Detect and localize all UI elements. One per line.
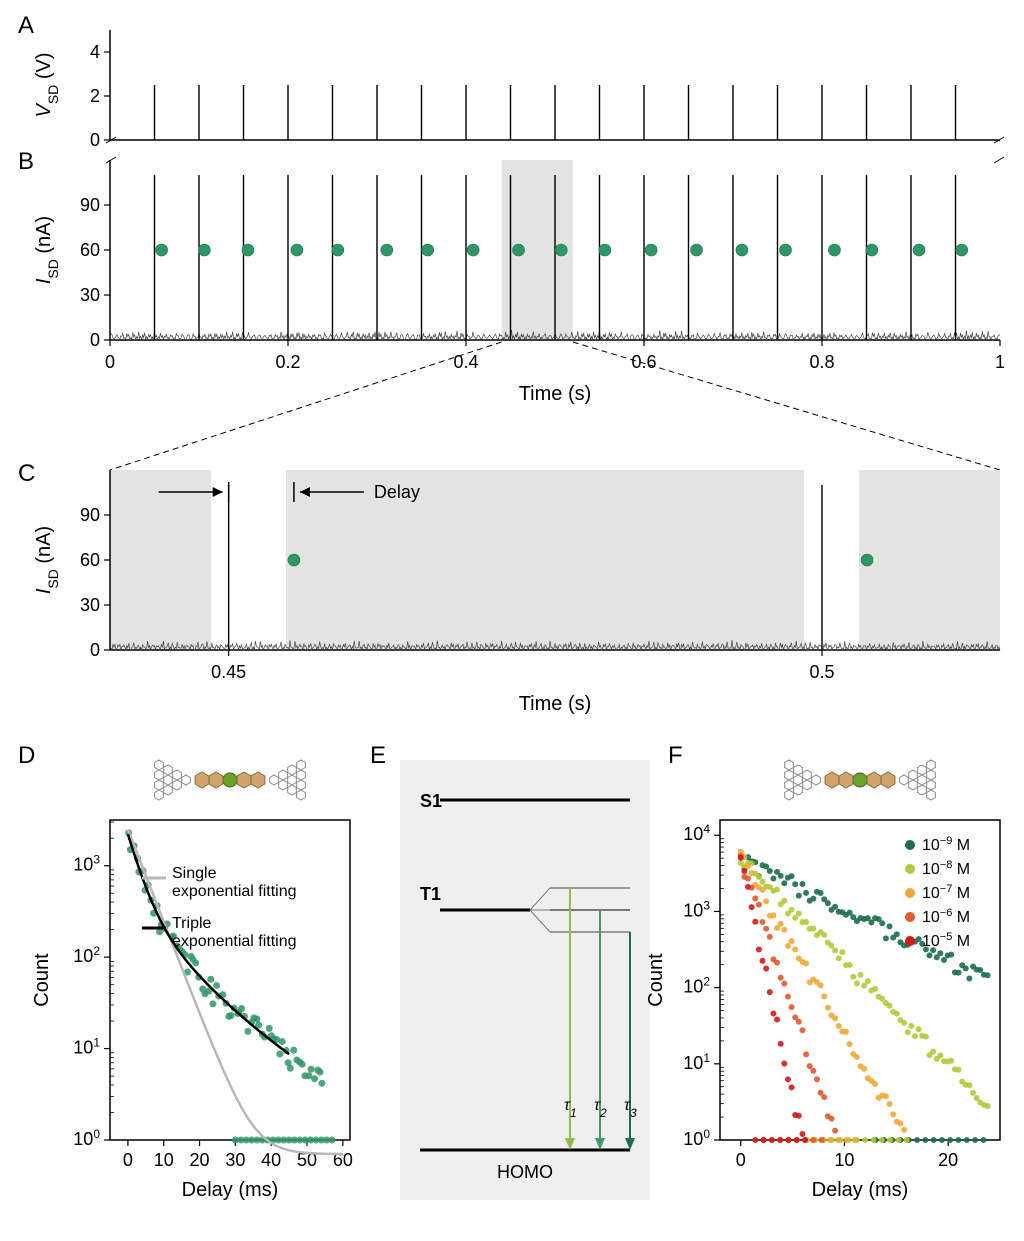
svg-text:100: 100 <box>683 1127 710 1149</box>
svg-text:0: 0 <box>90 640 100 660</box>
svg-text:Time (s): Time (s) <box>519 383 592 405</box>
svg-text:102: 102 <box>683 975 710 997</box>
svg-text:30: 30 <box>80 595 100 615</box>
svg-text:Time (s): Time (s) <box>519 693 592 715</box>
svg-text:Delay (ms): Delay (ms) <box>182 1179 279 1201</box>
svg-text:20: 20 <box>938 1150 958 1170</box>
svg-text:10−8 M: 10−8 M <box>922 859 970 878</box>
svg-text:10−9 M: 10−9 M <box>922 835 970 854</box>
svg-text:exponential fitting: exponential fitting <box>172 933 297 950</box>
svg-text:ISD (nA): ISD (nA) <box>33 526 61 594</box>
svg-text:4: 4 <box>90 42 100 62</box>
svg-text:0.6: 0.6 <box>631 352 656 372</box>
svg-text:40: 40 <box>261 1150 281 1170</box>
svg-text:Triple: Triple <box>172 915 212 932</box>
svg-text:103: 103 <box>683 898 710 920</box>
svg-text:101: 101 <box>683 1051 710 1073</box>
svg-text:Delay: Delay <box>374 482 420 502</box>
svg-text:10−7 M: 10−7 M <box>922 883 970 902</box>
svg-text:0: 0 <box>123 1150 133 1170</box>
figure-svg: 0 2 4 VSD (V) 0 30 60 90 0 0.2 0.4 0.6 0.8 1 Time (s) I… <box>0 0 1024 1241</box>
svg-text:0.5: 0.5 <box>809 662 834 682</box>
svg-text:T1: T1 <box>420 884 441 904</box>
svg-text:30: 30 <box>225 1150 245 1170</box>
svg-text:60: 60 <box>80 240 100 260</box>
svg-text:101: 101 <box>73 1036 100 1058</box>
svg-text:0.45: 0.45 <box>211 662 246 682</box>
svg-text:1: 1 <box>995 352 1005 372</box>
svg-text:Delay (ms): Delay (ms) <box>812 1179 909 1201</box>
figure-root: A B C D E F 024VSD (V)030609000.20.40.60… <box>0 0 1024 1241</box>
svg-text:30: 30 <box>80 285 100 305</box>
svg-text:10−5 M: 10−5 M <box>922 931 970 950</box>
svg-text:HOMO: HOMO <box>497 1162 553 1182</box>
svg-text:0.2: 0.2 <box>275 352 300 372</box>
svg-text:103: 103 <box>73 853 100 875</box>
svg-text:Single: Single <box>172 865 217 882</box>
svg-text:0.8: 0.8 <box>809 352 834 372</box>
svg-text:S1: S1 <box>420 791 442 811</box>
svg-text:0: 0 <box>90 130 100 150</box>
svg-text:60: 60 <box>80 550 100 570</box>
svg-text:Count: Count <box>645 953 667 1007</box>
svg-text:0: 0 <box>105 352 115 372</box>
svg-text:20: 20 <box>190 1150 210 1170</box>
svg-text:Count: Count <box>31 953 53 1007</box>
svg-text:10: 10 <box>834 1150 854 1170</box>
svg-text:10−6 M: 10−6 M <box>922 907 970 926</box>
svg-text:ISD (nA): ISD (nA) <box>33 216 61 284</box>
svg-text:0: 0 <box>736 1150 746 1170</box>
svg-text:104: 104 <box>683 822 710 844</box>
svg-text:102: 102 <box>73 944 100 966</box>
svg-text:90: 90 <box>80 505 100 525</box>
svg-text:0: 0 <box>90 330 100 350</box>
svg-text:VSD (V): VSD (V) <box>33 52 61 117</box>
svg-text:2: 2 <box>90 86 100 106</box>
svg-text:10: 10 <box>154 1150 174 1170</box>
svg-text:exponential fitting: exponential fitting <box>172 883 297 900</box>
svg-text:0.4: 0.4 <box>453 352 478 372</box>
svg-text:90: 90 <box>80 195 100 215</box>
svg-text:100: 100 <box>73 1127 100 1149</box>
